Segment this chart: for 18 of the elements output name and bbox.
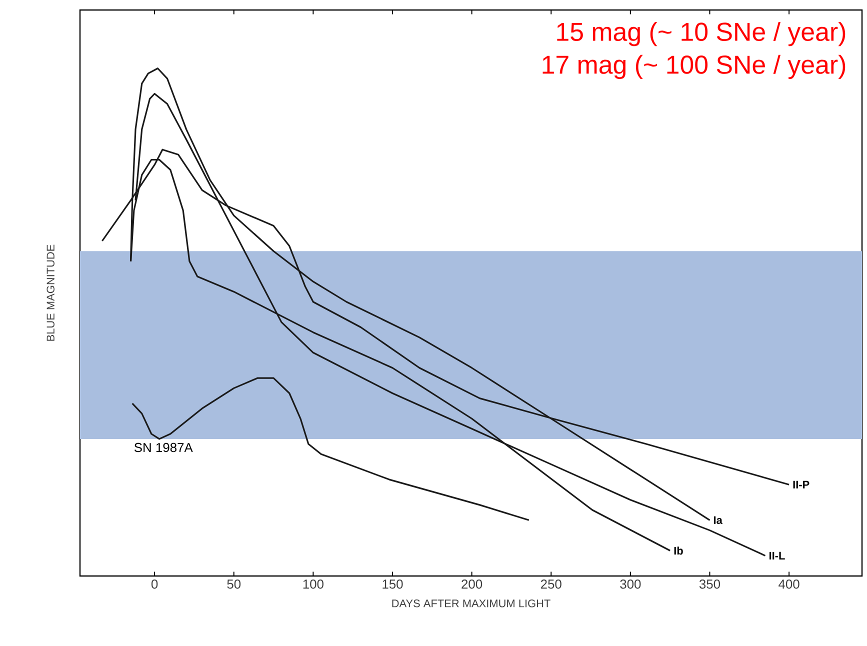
x-tick-label: 150 [382, 580, 403, 589]
series-label: SN 1987A [134, 442, 193, 452]
series-label: II-P [793, 480, 810, 488]
text: 15 mag (~ 10 SNe / year) [557, 22, 846, 46]
x-tick-label: 200 [462, 580, 482, 589]
x-tick-label: 0 [151, 580, 158, 589]
series-label: Ia [714, 516, 722, 524]
series-label: II-L [770, 552, 785, 560]
x-tick-label: 100 [303, 580, 324, 589]
annotation: 17 mag (~ 100 SNe / year) [542, 54, 846, 80]
y-axis-title: BLUE MAGNITUDE [46, 244, 54, 341]
x-tick-label: 350 [699, 580, 720, 589]
series-label: Ib [674, 546, 683, 555]
x-tick-label: 250 [540, 580, 562, 589]
x-tick-label: 50 [227, 580, 241, 589]
x-tick-label: 300 [620, 580, 641, 589]
x-axis-title: DAYS AFTER MAXIMUM LIGHT [392, 600, 550, 608]
x-tick-label: 400 [778, 580, 800, 589]
